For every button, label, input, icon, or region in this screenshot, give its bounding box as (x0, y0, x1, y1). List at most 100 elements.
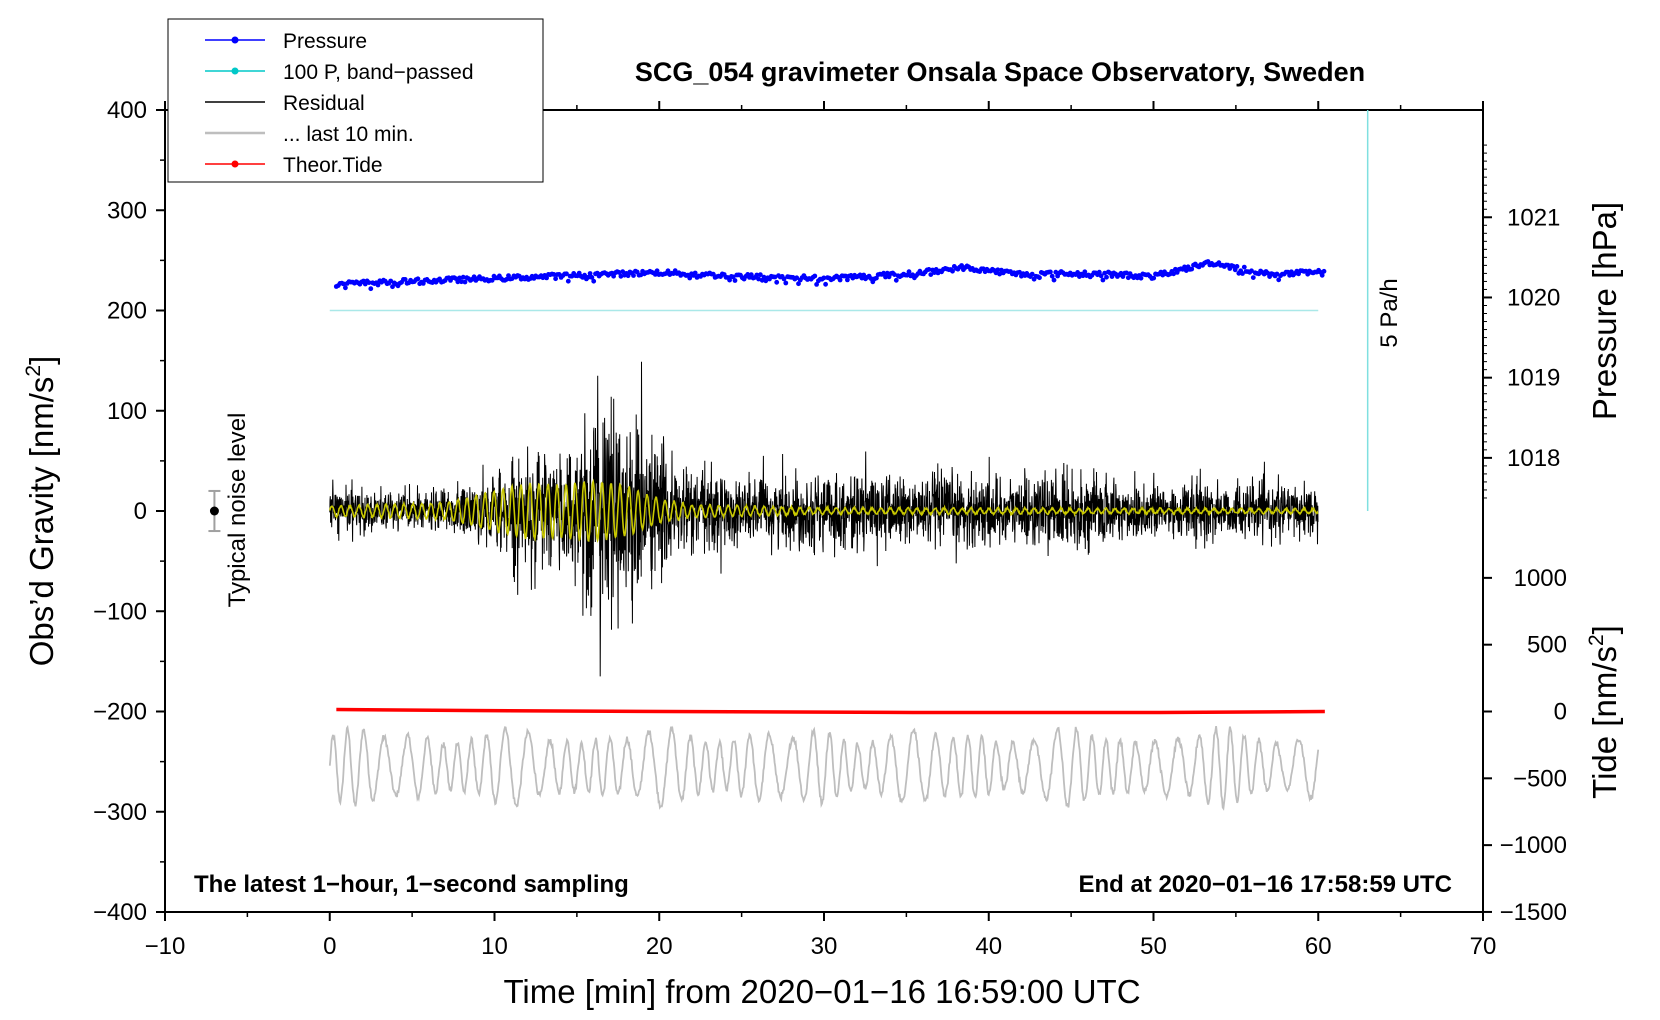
x-tick-label: 10 (481, 933, 508, 960)
pressure-point (1017, 269, 1022, 275)
pressure-point (997, 271, 1002, 277)
pressure-point (343, 285, 348, 291)
pressure-point (589, 275, 595, 280)
x-axis-label: Time [min] from 2020−01−16 16:59:00 UTC (503, 973, 1140, 1010)
y-tick-label: 0 (134, 498, 147, 525)
y-axis-label-pressure: Pressure [hPa] (1586, 202, 1623, 420)
y-label-tide-main: Tide [nm/s (1586, 646, 1623, 799)
legend-marker (231, 160, 239, 168)
pressure-tick-label: 1019 (1507, 365, 1560, 392)
pressure-point (652, 272, 658, 277)
pressure-point (1241, 264, 1247, 270)
legend: Pressure 100 P, band−passed Residual ... la… (167, 18, 544, 183)
tide-tick-label: 500 (1527, 632, 1567, 659)
pressure-point (1182, 264, 1187, 270)
annotation-end-time: End at 2020−01−16 17:58:59 UTC (1078, 871, 1452, 898)
pressure-point (665, 268, 671, 274)
pressure-point (638, 272, 644, 278)
pressure-point (906, 269, 912, 275)
pressure-point (796, 281, 801, 287)
pressure-point (950, 268, 955, 274)
pressure-point (551, 272, 557, 277)
pressure-point (1321, 268, 1327, 274)
noise-level-label: Typical noise level (224, 413, 251, 608)
tide-tick-label: 0 (1554, 699, 1567, 726)
y-tick-label: −200 (93, 699, 147, 726)
y-label-left-main: Obs’d Gravity [nm/s (23, 377, 60, 667)
series-residual-lowpass-line (329, 478, 1319, 544)
y-tick-label: −100 (93, 598, 147, 625)
pressure-point (618, 273, 624, 279)
pressure-axis-ticks: 1021 1020 1019 1018 (1483, 144, 1560, 499)
pressure-tick-label: 1018 (1507, 445, 1560, 472)
pressure-point (687, 275, 693, 281)
pressure-point (892, 272, 897, 277)
pressure-point (616, 270, 622, 275)
pressure-point (1098, 273, 1104, 279)
legend-label: 100 P, band−passed (283, 61, 474, 84)
pressure-point (1274, 271, 1280, 277)
y-axis-label-tide: Tide [nm/s2] (1585, 625, 1623, 799)
pressure-point (1080, 273, 1086, 279)
pressure-point (1100, 277, 1106, 283)
pressure-point (1037, 275, 1042, 281)
pressure-point (591, 278, 597, 284)
tide-tick-label: −1500 (1500, 899, 1567, 926)
pressure-point (489, 277, 495, 283)
legend-box (167, 18, 544, 183)
pressure-point (1319, 272, 1325, 278)
legend-label: Theor.Tide (283, 154, 383, 177)
pressure-point (781, 276, 787, 282)
pressure-point (884, 270, 890, 276)
pressure-point (631, 273, 636, 278)
pressure-point (1082, 269, 1088, 275)
pressure-point (926, 267, 932, 272)
pressure-tick-label: 1021 (1507, 204, 1560, 231)
pressure-point (460, 274, 466, 280)
pressure-point (883, 274, 888, 280)
pressure-point (1096, 269, 1102, 275)
pressure-point (366, 280, 372, 285)
pressure-point (732, 278, 738, 283)
pressure-point (587, 271, 593, 276)
rate-marker-label: 5 Pa/h (1376, 278, 1403, 347)
pressure-point (1029, 271, 1035, 277)
x-tick-label: 30 (811, 933, 838, 960)
y-tick-label: 300 (107, 197, 147, 224)
pressure-point (1049, 273, 1055, 279)
pressure-point (758, 272, 763, 278)
pressure-point (843, 273, 848, 279)
pressure-point (553, 276, 558, 282)
pressure-point (388, 278, 394, 284)
annotation-sampling: The latest 1−hour, 1−second sampling (194, 871, 629, 898)
pressure-point (462, 279, 468, 285)
pressure-point (504, 276, 510, 282)
y-tick-label: −400 (93, 899, 147, 926)
pressure-point (730, 274, 736, 280)
tide-axis-ticks: 1000 500 0 −500 −1000 −1500 (1483, 565, 1567, 926)
y-tick-label: −300 (93, 799, 147, 826)
y-tick-label: 400 (107, 97, 147, 124)
y-tick-label: 100 (107, 398, 147, 425)
pressure-point (1183, 268, 1189, 273)
pressure-point (1102, 270, 1108, 276)
pressure-point (341, 281, 346, 287)
pressure-point (455, 279, 461, 285)
pressure-point (457, 275, 462, 281)
pressure-point (1104, 274, 1109, 280)
pressure-point (845, 277, 850, 283)
y-label-tide-end: ] (1586, 625, 1623, 634)
series-group (208, 110, 1369, 811)
y-label-tide-sup: 2 (1585, 634, 1608, 646)
pressure-point (814, 282, 819, 287)
pressure-point (821, 275, 827, 281)
pressure-point (1138, 275, 1144, 281)
noise-point (209, 506, 219, 516)
pressure-point (1240, 271, 1245, 276)
y-axis-ticks: 400 300 200 100 0 −100 −200 −300 −400 (93, 97, 165, 926)
series-theor-tide-line (336, 707, 1325, 715)
pressure-point (415, 276, 421, 282)
pressure-point (783, 280, 789, 286)
pressure-point (1051, 277, 1057, 283)
